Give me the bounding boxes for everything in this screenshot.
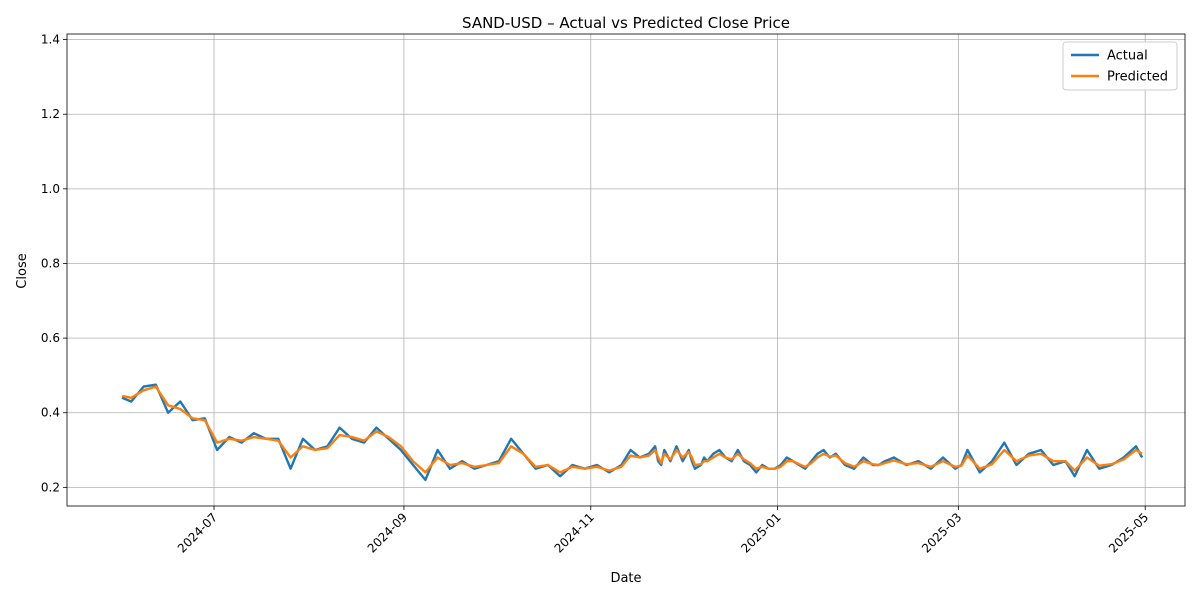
series-layer (121, 383, 1144, 482)
axes: 0.2 0.4 0.6 0.8 1.0 1.2 1.4 2024-07 2024-09 2024-… (41, 33, 1186, 556)
series-line-actual (121, 383, 1144, 482)
y-tick-label: 0.6 (41, 331, 60, 345)
grid (67, 34, 1185, 506)
plot-frame (66, 33, 1186, 507)
legend-label-predicted: Predicted (1107, 70, 1168, 85)
x-axis-label: Date (610, 571, 641, 586)
x-tick-label: 2025-05 (1106, 510, 1151, 555)
x-tick-label: 2024-11 (552, 510, 597, 555)
legend-label-actual: Actual (1107, 49, 1148, 64)
y-tick-label: 0.2 (41, 480, 60, 494)
y-tick-label: 1.4 (41, 33, 60, 47)
y-tick-label: 1.0 (41, 182, 60, 196)
y-tick-label: 0.4 (41, 406, 60, 420)
x-tick-label: 2025-03 (919, 510, 964, 555)
x-tick-label: 2024-09 (365, 510, 410, 555)
chart-title: SAND-USD – Actual vs Predicted Close Pri… (462, 14, 790, 32)
x-tick-label: 2024-07 (175, 510, 220, 555)
series-line-predicted (121, 385, 1143, 474)
y-axis-label: Close (15, 253, 30, 288)
y-tick-label: 0.8 (41, 256, 60, 270)
legend: Actual Predicted (1062, 41, 1178, 91)
x-tick-label: 2025-01 (738, 510, 783, 555)
y-tick-label: 1.2 (41, 107, 60, 121)
